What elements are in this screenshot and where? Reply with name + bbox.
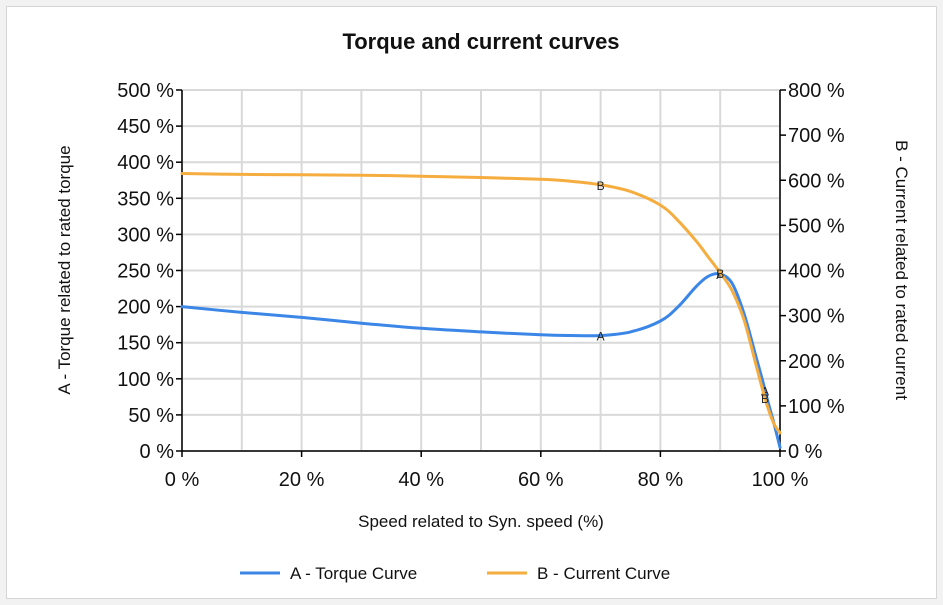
curve-marker-label-a: A: [761, 384, 769, 398]
left-tick-label: 200 %: [117, 297, 174, 319]
right-tick-label: 200 %: [788, 351, 845, 373]
right-tick-label: 100 %: [788, 396, 845, 418]
left-tick-label: 0 %: [140, 441, 175, 463]
curve-marker-label-b: B: [716, 267, 724, 281]
right-tick-label: 600 %: [788, 170, 845, 192]
left-axis-label: A - Torque related to rated torque: [55, 145, 74, 394]
left-tick-label: 450 %: [117, 116, 174, 138]
curve-marker-label-a: A: [597, 329, 605, 343]
left-tick-label: 400 %: [117, 152, 174, 174]
x-tick-label: 0 %: [165, 469, 200, 491]
series-line-a: [180, 272, 782, 449]
legend-label-b: B - Current Curve: [537, 564, 670, 583]
right-axis-label: B - Current related to rated current: [892, 140, 911, 400]
chart-panel: [6, 6, 937, 599]
chart-title: Torque and current curves: [342, 29, 619, 54]
right-tick-label: 500 %: [788, 215, 845, 237]
grid: [181, 89, 781, 452]
x-tick-label: 100 %: [752, 469, 809, 491]
left-tick-label: 150 %: [117, 333, 174, 355]
curve-marker-label-b: B: [761, 392, 769, 406]
right-tick-label: 700 %: [788, 125, 845, 147]
right-tick-label: 0 %: [788, 441, 823, 463]
legend-label-a: A - Torque Curve: [290, 564, 417, 583]
curve-marker-label-b: B: [597, 179, 605, 193]
x-tick-label: 60 %: [518, 469, 564, 491]
left-tick-label: 300 %: [117, 224, 174, 246]
left-tick-label: 100 %: [117, 369, 174, 391]
right-tick-label: 400 %: [788, 261, 845, 283]
right-tick-label: 800 %: [788, 80, 845, 102]
left-tick-label: 500 %: [117, 80, 174, 102]
left-tick-label: 50 %: [128, 405, 174, 427]
axes: 0 % 50 % 100 % 150 % 200 % 250 % 300 % 350 % 400…: [117, 80, 845, 491]
right-tick-label: 300 %: [788, 306, 845, 328]
series-line-b: [180, 171, 782, 435]
x-axis-label: Speed related to Syn. speed (%): [358, 512, 604, 531]
x-tick-label: 80 %: [638, 469, 684, 491]
x-tick-label: 20 %: [279, 469, 325, 491]
legend: A - Torque Curve B - Current Curve: [240, 564, 670, 583]
left-tick-label: 350 %: [117, 188, 174, 210]
x-tick-label: 40 %: [398, 469, 444, 491]
left-tick-label: 250 %: [117, 261, 174, 283]
